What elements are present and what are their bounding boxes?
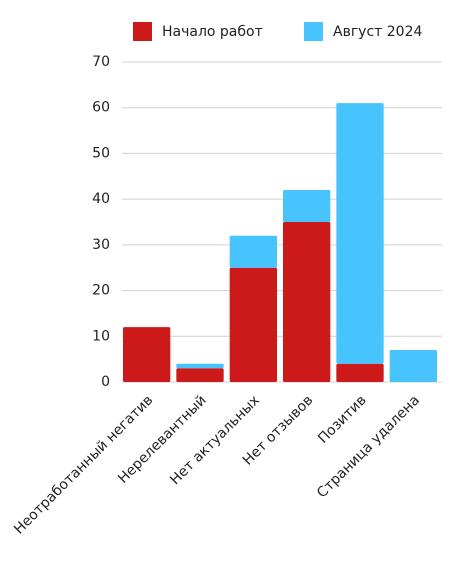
- x-tick-label: Позитив: [315, 392, 370, 447]
- bar-segment: [176, 363, 224, 369]
- legend-label: Август 2024: [333, 24, 422, 40]
- bar-segment: [283, 190, 331, 222]
- bar-segment: [176, 368, 224, 382]
- legend-swatch: [133, 22, 152, 41]
- x-tick-label: Страница удалена: [314, 392, 423, 501]
- bar-segment: [283, 222, 331, 382]
- y-tick-label: 10: [92, 328, 110, 344]
- y-tick-label: 0: [101, 374, 110, 390]
- bar-segment: [336, 103, 384, 364]
- y-tick-label: 40: [92, 191, 110, 207]
- bar-segment: [229, 267, 277, 382]
- legend-swatch: [304, 22, 323, 41]
- legend-label: Начало работ: [162, 24, 263, 40]
- y-tick-label: 60: [92, 100, 110, 116]
- bar-segment: [389, 350, 437, 382]
- y-tick-label: 30: [92, 237, 110, 253]
- bar-segment: [123, 327, 171, 382]
- bar-segment: [336, 363, 384, 382]
- y-tick-label: 50: [92, 145, 110, 161]
- x-tick-label: Нерелевантный: [115, 392, 210, 487]
- x-tick-label: Нет актуальных: [167, 392, 263, 488]
- bar-segment: [229, 235, 277, 268]
- y-tick-label: 70: [92, 54, 110, 70]
- y-tick-label: 20: [92, 283, 110, 299]
